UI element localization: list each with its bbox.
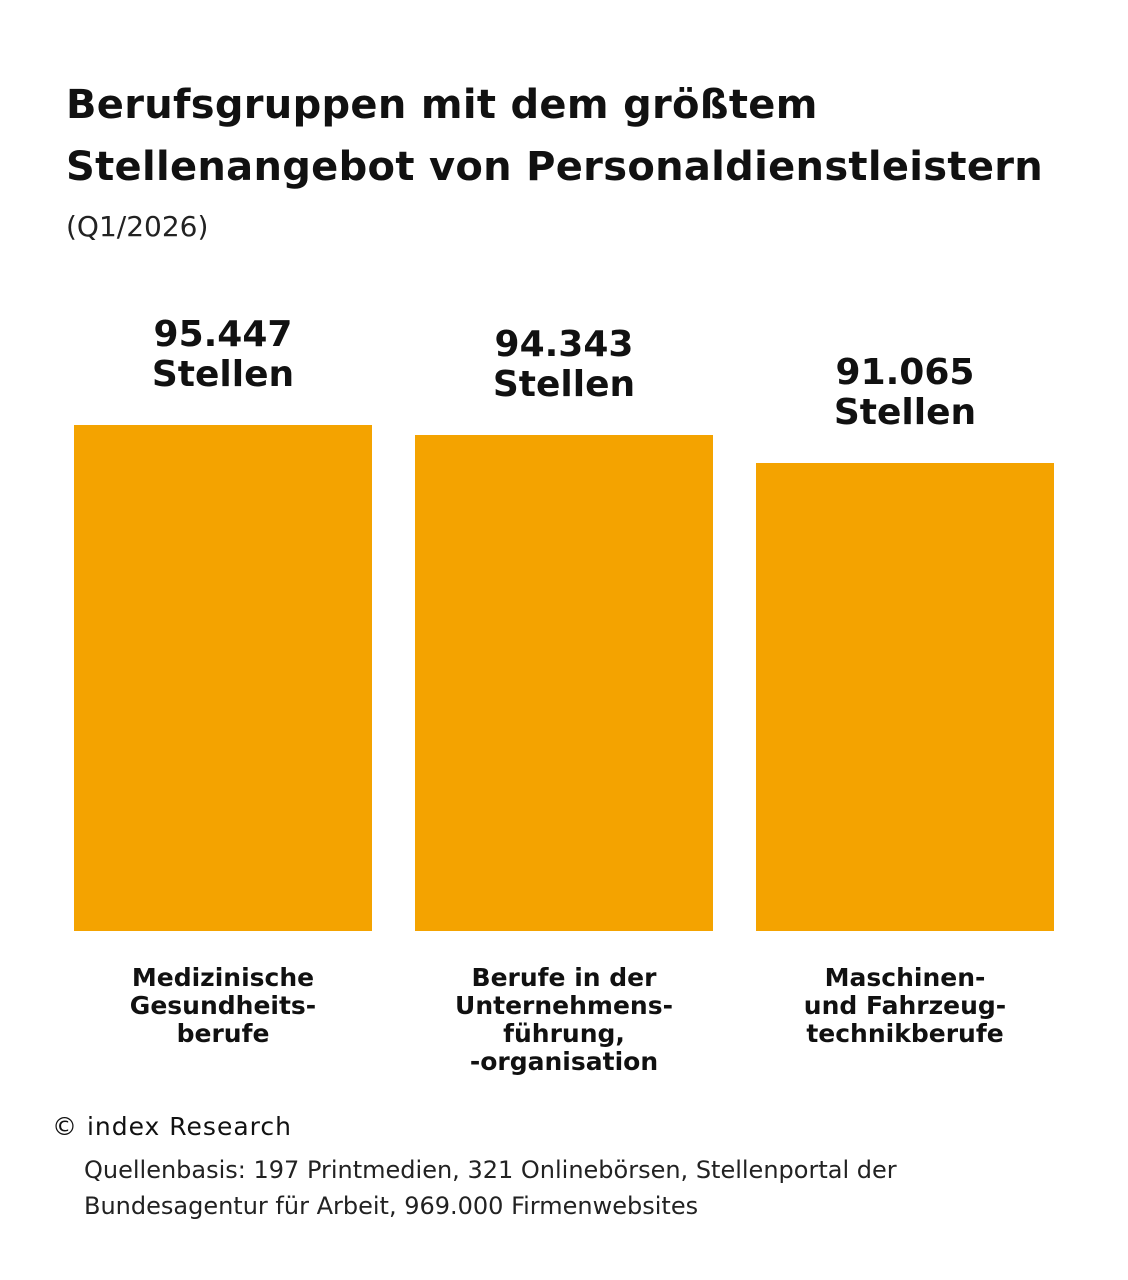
data-label-line: Stellen — [151, 354, 295, 395]
category-label-line: und Fahrzeug- — [803, 991, 1007, 1020]
data-label: 95.447 Stellen — [73, 315, 373, 395]
category-label-line: führung, — [503, 1019, 625, 1048]
category-label-line: technikberufe — [806, 1019, 1004, 1048]
source-line: Bundesagentur für Arbeit, 969.000 Firmen… — [84, 1192, 699, 1220]
category-label-line: Berufe in der — [471, 963, 657, 992]
category-label-line: Medizinische — [131, 963, 315, 992]
bar-chart: 95.447 Stellen Medizinische Gesundheits-ber… — [63, 315, 1065, 1076]
data-label-line: Stellen — [833, 391, 977, 433]
chart-title: Berufsgruppen mit dem größtem Stellenang… — [66, 74, 1043, 198]
bar — [415, 434, 713, 931]
category-label-line: Maschinen- — [824, 963, 986, 992]
category-label: Berufe in der Unternehmens-führung, -organ… — [404, 964, 724, 1076]
category-label-line: Gesundheits- — [129, 991, 317, 1020]
category-label-line: berufe — [176, 1019, 270, 1048]
copyright: © index Research — [52, 1112, 292, 1141]
source-line: Quellenbasis: 197 Printmedien, 321 Onlin… — [84, 1156, 897, 1184]
data-label-line: 94.343 — [494, 323, 634, 365]
data-label: 94.343 Stellen — [414, 323, 714, 405]
source-note: Quellenbasis: 197 Printmedien, 321 Onlin… — [84, 1152, 897, 1224]
chart-subtitle: (Q1/2026) — [66, 210, 209, 243]
data-label-line: Stellen — [492, 363, 636, 405]
category-label: Maschinen-und Fahrzeug-technikberufe — [745, 964, 1065, 1048]
chart-title-line: Berufsgruppen mit dem größtem — [66, 82, 818, 128]
bar — [756, 462, 1054, 931]
chart-title-line: Stellenangebot von Personaldienstleister… — [66, 144, 1044, 190]
category-label-line: Unternehmens- — [455, 991, 673, 1020]
data-label-line: 91.065 — [835, 351, 975, 393]
data-label: 91.065 Stellen — [755, 351, 1055, 433]
category-label-line: -organisation — [469, 1047, 659, 1076]
category-label: Medizinische Gesundheits-berufe — [63, 964, 383, 1048]
bar — [74, 425, 372, 931]
data-label-line: 95.447 — [153, 314, 293, 355]
